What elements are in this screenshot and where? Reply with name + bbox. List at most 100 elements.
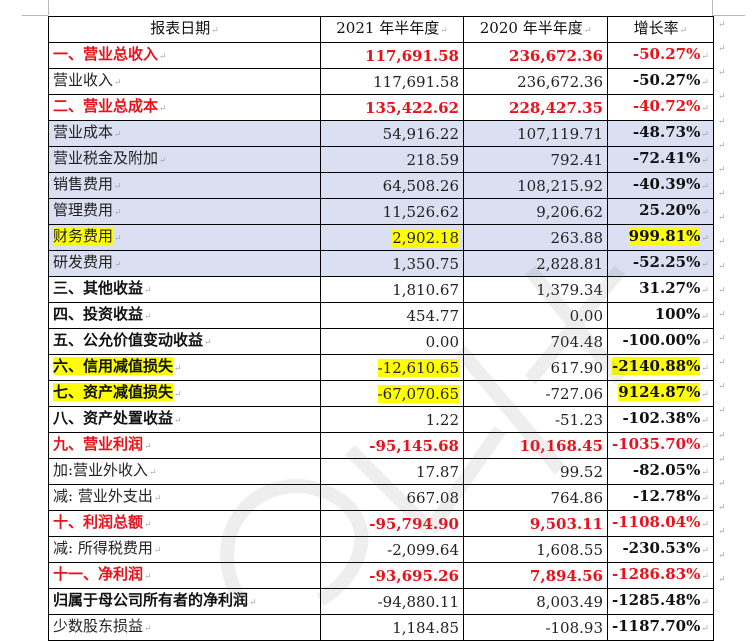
paragraph-mark: ↵ bbox=[701, 442, 709, 452]
paragraph-mark: ↵ bbox=[114, 130, 122, 140]
growth-rate-cell: -102.38%↵ bbox=[607, 406, 714, 433]
row-end-mark: ↵ bbox=[718, 140, 726, 151]
row-label: 八、资产处置收益 bbox=[53, 409, 174, 427]
growth-rate: -1285.48% bbox=[612, 591, 701, 609]
table-row: 加:营业外收入↵ 17.87 99.52 -82.05%↵ bbox=[48, 458, 714, 485]
row-end-mark: ↵ bbox=[718, 551, 726, 562]
row-label: 研发费用 bbox=[53, 253, 114, 271]
value-2020-cell: 7,894.56 bbox=[463, 562, 608, 589]
row-end-mark: ↵ bbox=[718, 333, 726, 344]
row-end-mark: ↵ bbox=[718, 454, 726, 465]
table-row: 归属于母公司所有者的净利润↵ -94,880.11 8,003.49 -1285.48… bbox=[48, 588, 714, 615]
growth-rate: -1035.70% bbox=[612, 435, 701, 453]
value-2020: 9,206.62 bbox=[536, 202, 603, 221]
growth-rate-cell: 100%↵ bbox=[607, 302, 714, 329]
growth-rate: -52.25% bbox=[632, 253, 701, 271]
value-2021-cell: 54,916.22 bbox=[320, 120, 464, 147]
row-end-mark: ↵ bbox=[718, 44, 726, 55]
row-label: 四、投资收益 bbox=[53, 305, 144, 323]
header-2021-h1: 2021 年半年度↵ bbox=[320, 16, 464, 43]
row-label-cell: 二、营业总成本↵ bbox=[48, 94, 321, 121]
row-label: 七、资产减值损失 bbox=[53, 383, 174, 401]
growth-rate: -12.78% bbox=[632, 487, 701, 505]
paragraph-mark: ↵ bbox=[174, 390, 182, 400]
paragraph-mark: ↵ bbox=[701, 182, 709, 192]
table-row: 五、公允价值变动收益↵ 0.00 704.48 -100.00%↵ bbox=[48, 328, 714, 355]
row-label-cell: 营业税金及附加↵ bbox=[48, 146, 321, 173]
growth-rate: -230.53% bbox=[622, 539, 701, 557]
value-2021: 667.08 bbox=[406, 488, 460, 507]
growth-rate-cell: -1286.83%↵ bbox=[607, 562, 714, 589]
paragraph-mark: ↵ bbox=[701, 364, 709, 374]
value-2020: 9,503.11 bbox=[529, 514, 603, 533]
row-label: 营业成本 bbox=[53, 123, 114, 141]
paragraph-mark: ↵ bbox=[204, 338, 212, 348]
value-2020-cell: 2,828.81 bbox=[463, 250, 608, 277]
growth-rate: -102.38% bbox=[622, 409, 701, 427]
paragraph-mark: ↵ bbox=[701, 416, 709, 426]
growth-rate-cell: -1108.04%↵ bbox=[607, 510, 714, 537]
paragraph-mark: ↵ bbox=[144, 442, 152, 452]
value-2021: 1,184.85 bbox=[392, 618, 459, 637]
value-2021-cell: 218.59 bbox=[320, 146, 464, 173]
value-2020: 236,672.36 bbox=[517, 72, 603, 91]
growth-rate: -1187.70% bbox=[612, 617, 701, 635]
growth-rate-cell: -100.00%↵ bbox=[607, 328, 714, 355]
growth-rate: -50.27% bbox=[632, 45, 701, 63]
row-end-mark: ↵ bbox=[718, 189, 726, 200]
growth-rate-cell: -40.39%↵ bbox=[607, 172, 714, 199]
paragraph-mark: ↵ bbox=[144, 520, 152, 530]
value-2021: 0.00 bbox=[425, 332, 459, 351]
growth-rate: -100.00% bbox=[622, 331, 701, 349]
value-2020-cell: 10,168.45 bbox=[463, 432, 608, 459]
paragraph-mark: ↵ bbox=[159, 156, 167, 166]
value-2020-cell: 1,379.34 bbox=[463, 276, 608, 303]
row-end-mark: ↵ bbox=[718, 358, 726, 369]
row-label-cell: 五、公允价值变动收益↵ bbox=[48, 328, 321, 355]
value-2021-cell: 1,184.85 bbox=[320, 614, 464, 641]
growth-rate: 999.81% bbox=[628, 227, 701, 245]
value-2020-cell: 704.48 bbox=[463, 328, 608, 355]
paragraph-mark: ↵ bbox=[701, 598, 709, 608]
value-2020: -727.06 bbox=[545, 384, 603, 403]
value-2020-cell: 764.86 bbox=[463, 484, 608, 511]
value-2021-cell: 2,902.18 bbox=[320, 224, 464, 251]
value-2020-cell: 0.00 bbox=[463, 302, 608, 329]
value-2020: 10,168.45 bbox=[519, 436, 603, 455]
growth-rate: -72.41% bbox=[632, 149, 701, 167]
row-label-cell: 九、营业利润↵ bbox=[48, 432, 321, 459]
row-label-cell: 减: 营业外支出↵ bbox=[48, 484, 321, 511]
value-2020-cell: 1,608.55 bbox=[463, 536, 608, 563]
table-row: 少数股东损益↵ 1,184.85 -108.93 -1187.70%↵ bbox=[48, 614, 714, 641]
table-row: 管理费用↵ 11,526.62 9,206.62 25.20%↵ bbox=[48, 198, 714, 225]
paragraph-mark: ↵ bbox=[701, 208, 709, 218]
row-label: 三、其他收益 bbox=[53, 279, 144, 297]
row-end-mark: ↵ bbox=[718, 478, 726, 489]
row-end-mark: ↵ bbox=[718, 261, 726, 272]
value-2021-cell: 64,508.26 bbox=[320, 172, 464, 199]
row-end-mark: ↵ bbox=[718, 237, 726, 248]
value-2020: 263.88 bbox=[550, 228, 604, 247]
growth-rate-cell: -2140.88%↵ bbox=[607, 354, 714, 381]
value-2021: -94,880.11 bbox=[377, 592, 459, 611]
paragraph-mark: ↵ bbox=[144, 312, 152, 322]
value-2021-cell: -94,880.11 bbox=[320, 588, 464, 615]
row-label: 减: 营业外支出 bbox=[53, 487, 153, 505]
value-2020: -51.23 bbox=[554, 410, 603, 429]
table-row: 营业税金及附加↵ 218.59 792.41 -72.41%↵ bbox=[48, 146, 714, 173]
value-2020-cell: 617.90 bbox=[463, 354, 608, 381]
value-2020-cell: -51.23 bbox=[463, 406, 608, 433]
row-label-cell: 七、资产减值损失↵ bbox=[48, 380, 321, 407]
value-2021-cell: -67,070.65 bbox=[320, 380, 464, 407]
row-label: 减: 所得税费用 bbox=[53, 539, 153, 557]
value-2021: 11,526.62 bbox=[382, 202, 459, 221]
value-2021-cell: -2,099.64 bbox=[320, 536, 464, 563]
value-2021: 218.59 bbox=[406, 150, 460, 169]
growth-rate: -48.73% bbox=[632, 123, 701, 141]
row-label: 六、信用减值损失 bbox=[53, 357, 174, 375]
value-2021-cell: -95,145.68 bbox=[320, 432, 464, 459]
row-end-mark: ↵ bbox=[718, 382, 726, 393]
value-2021: -67,070.65 bbox=[377, 384, 459, 403]
paragraph-mark: ↵ bbox=[159, 52, 167, 62]
growth-rate-cell: -12.78%↵ bbox=[607, 484, 714, 511]
